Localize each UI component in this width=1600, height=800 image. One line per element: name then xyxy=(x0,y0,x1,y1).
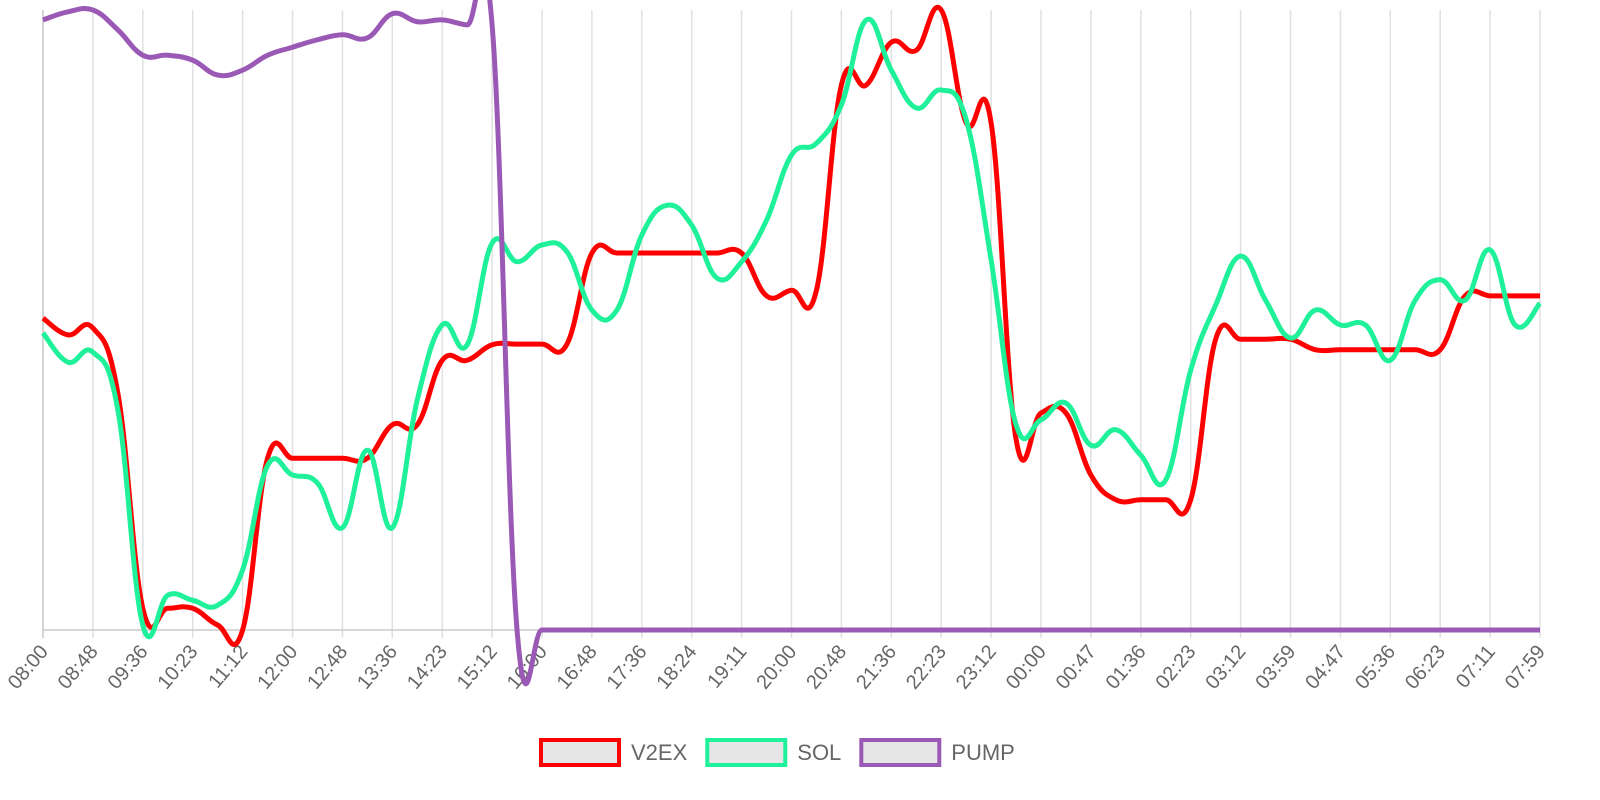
legend-swatch xyxy=(859,738,942,767)
x-tick-label: 09:36 xyxy=(104,641,153,693)
legend-item: PUMP xyxy=(859,738,1015,767)
x-tick-label: 11:12 xyxy=(204,641,252,692)
x-tick-label: 12:00 xyxy=(253,641,302,693)
x-tick-label: 04:47 xyxy=(1301,641,1350,693)
x-tick-label: 20:48 xyxy=(802,641,851,693)
x-tick-label: 07:11 xyxy=(1452,641,1500,692)
x-tick-label: 14:23 xyxy=(403,641,452,693)
x-tick-label: 10:23 xyxy=(153,641,202,693)
series-line xyxy=(41,4,1540,648)
x-tick-label: 06:23 xyxy=(1401,641,1450,693)
x-tick-label: 15:12 xyxy=(453,641,502,693)
x-tick-label: 22:23 xyxy=(902,641,951,693)
legend-swatch xyxy=(705,738,788,767)
series-line xyxy=(41,16,1542,639)
x-tick-label: 03:59 xyxy=(1251,641,1300,693)
x-tick-label: 01:36 xyxy=(1102,641,1151,693)
series-line xyxy=(42,0,1540,687)
x-tick-label: 20:00 xyxy=(752,641,801,693)
x-tick-label: 16:48 xyxy=(553,641,602,693)
x-tick-label: 13:36 xyxy=(353,641,402,693)
x-tick-label: 00:47 xyxy=(1052,641,1101,693)
x-tick-label: 12:48 xyxy=(303,641,352,693)
legend-swatch xyxy=(539,738,621,767)
x-tick-label: 21:36 xyxy=(852,641,901,693)
x-tick-label: 03:12 xyxy=(1201,641,1250,693)
x-tick-label: 17:36 xyxy=(603,641,652,693)
legend-label: SOL xyxy=(797,740,841,765)
x-tick-label: 23:12 xyxy=(952,641,1001,693)
x-tick-label: 18:24 xyxy=(652,641,701,693)
x-tick-label: 19:11 xyxy=(703,641,751,692)
x-tick-label: 07:59 xyxy=(1501,641,1550,693)
x-tick-label: 00:00 xyxy=(1002,641,1051,693)
legend-item: V2EX xyxy=(539,738,688,767)
legend-item: SOL xyxy=(705,738,841,767)
x-tick-label: 05:36 xyxy=(1351,641,1400,693)
x-tick-label: 08:48 xyxy=(54,641,103,693)
legend-label: PUMP xyxy=(951,740,1015,765)
x-tick-label: 02:23 xyxy=(1151,641,1200,693)
legend-label: V2EX xyxy=(631,740,688,765)
x-tick-label: 08:00 xyxy=(4,641,53,693)
